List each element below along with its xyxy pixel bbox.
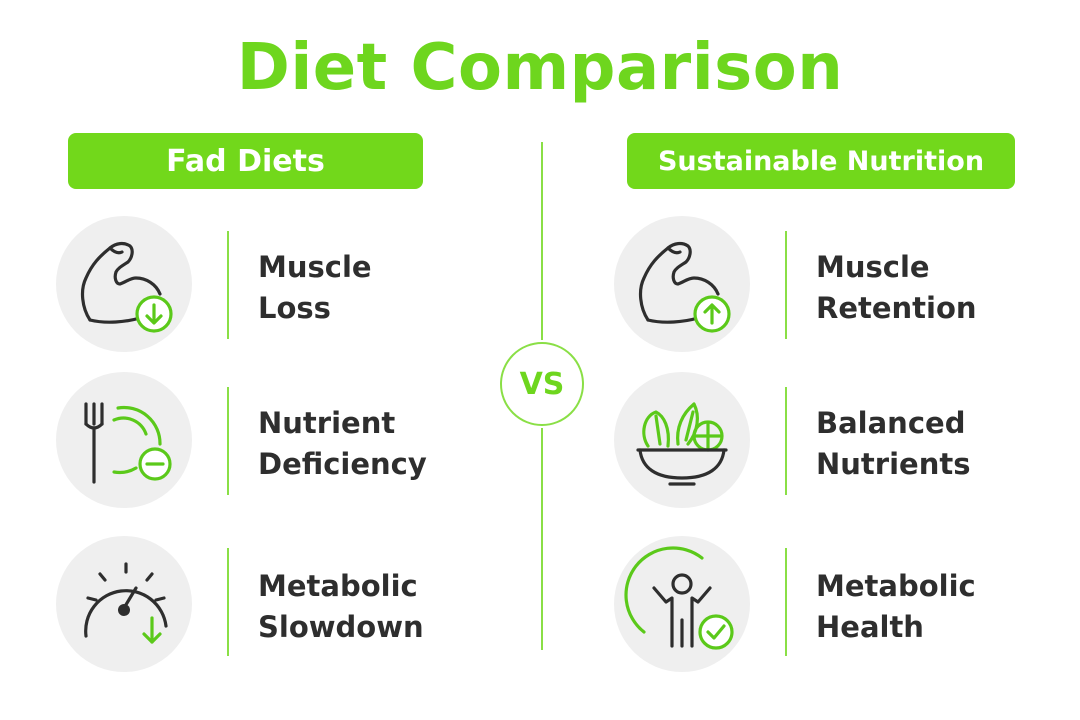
muscle-retention-label: Muscle Retention [816, 250, 977, 325]
flexed-arm-down-arrow-icon [56, 216, 192, 352]
row-separator [227, 387, 229, 495]
sustainable-nutrition-header: Sustainable Nutrition [627, 133, 1015, 189]
page-title: Diet Comparison [236, 31, 844, 105]
center-divider-bottom [541, 428, 543, 650]
fad-diets-header: Fad Diets [68, 133, 423, 189]
salad-bowl-icon [614, 372, 750, 508]
center-divider-top [541, 142, 543, 340]
row-separator [227, 231, 229, 339]
row-separator [785, 548, 787, 656]
nutrient-deficiency-label: Nutrient Deficiency [258, 406, 427, 481]
row-separator [785, 387, 787, 495]
flexed-arm-up-arrow-icon [614, 216, 750, 352]
row-separator [227, 548, 229, 656]
person-check-icon [614, 536, 750, 672]
muscle-loss-label: Muscle Loss [258, 250, 372, 325]
speedometer-down-arrow-icon [56, 536, 192, 672]
row-separator [785, 231, 787, 339]
balanced-nutrients-label: Balanced Nutrients [816, 406, 971, 481]
metabolic-health-label: Metabolic Health [816, 569, 976, 644]
metabolic-slowdown-label: Metabolic Slowdown [258, 569, 424, 644]
vs-badge: VS [500, 342, 584, 426]
fork-minus-icon [56, 372, 192, 508]
